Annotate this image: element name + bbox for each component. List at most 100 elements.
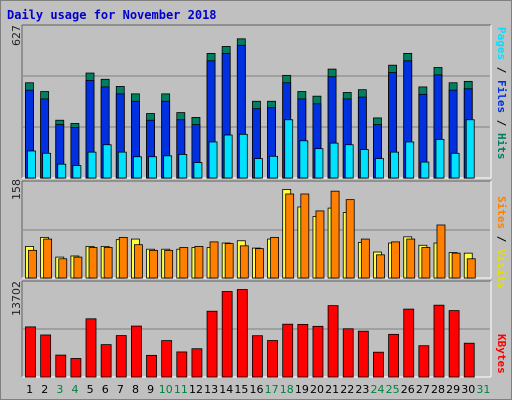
day-label: 15 xyxy=(234,383,248,396)
day-label: 26 xyxy=(401,383,415,396)
day-label: 12 xyxy=(189,383,203,396)
pages-bar xyxy=(329,142,339,179)
day-label: 8 xyxy=(132,383,139,396)
kbytes-bar xyxy=(85,318,97,378)
kbytes-bar xyxy=(373,351,384,378)
kbytes-bar xyxy=(40,334,52,378)
pages-bar xyxy=(450,152,460,179)
day-label: 5 xyxy=(87,383,94,396)
day-label: 1 xyxy=(26,383,33,396)
sites-bar xyxy=(285,193,295,279)
sites-bar xyxy=(315,210,325,279)
sites-bar xyxy=(43,238,53,279)
pages-bar xyxy=(117,151,127,179)
pages-bar xyxy=(390,151,399,179)
day-label: 20 xyxy=(310,383,324,396)
pages-bar xyxy=(314,148,324,179)
sites-bar xyxy=(73,256,83,279)
day-label: 31 xyxy=(476,383,490,396)
sites-bar xyxy=(300,193,310,279)
sites-bar xyxy=(451,252,461,279)
sites-bar xyxy=(406,238,416,279)
sites-bar xyxy=(239,245,249,279)
pages-bar xyxy=(269,155,278,179)
day-label: 6 xyxy=(102,383,109,396)
sites-bar xyxy=(330,190,340,279)
sites-bar xyxy=(436,224,446,279)
kbytes-bar xyxy=(221,291,233,378)
day-label: 22 xyxy=(340,383,354,396)
sites-bar xyxy=(466,258,476,279)
sites-bar xyxy=(376,254,385,279)
day-label: 11 xyxy=(174,383,188,396)
sites-bar xyxy=(118,236,128,279)
kbytes-bar xyxy=(100,344,112,378)
pages-bar xyxy=(193,162,203,179)
day-label: 21 xyxy=(325,383,339,396)
pages-bar xyxy=(375,158,384,179)
sites-bar xyxy=(345,199,355,279)
day-label: 24 xyxy=(371,383,385,396)
pages-bar xyxy=(238,133,248,179)
pages-bar xyxy=(344,144,354,179)
day-label: 10 xyxy=(159,383,173,396)
kbytes-bar xyxy=(115,335,127,378)
day-label: 2 xyxy=(41,383,48,396)
pages-bar xyxy=(87,151,97,179)
kbytes-bar xyxy=(267,340,278,378)
kbytes-bar xyxy=(342,328,354,378)
pages-bar xyxy=(163,155,173,179)
kbytes-bar xyxy=(312,325,324,378)
day-label: 23 xyxy=(355,383,369,396)
kbytes-bar xyxy=(176,351,188,378)
sites-bar xyxy=(28,249,37,279)
kbytes-bar xyxy=(131,325,142,378)
kbytes-bar xyxy=(252,335,263,378)
sites-bar xyxy=(360,238,370,279)
sites-bar xyxy=(179,247,189,279)
kbytes-bar xyxy=(463,342,475,378)
kbytes-bar xyxy=(327,305,339,378)
sites-bar xyxy=(103,247,113,279)
kbytes-bar xyxy=(161,340,173,378)
kbytes-bar xyxy=(297,323,309,378)
day-label: 18 xyxy=(280,383,294,396)
kbytes-bar xyxy=(206,310,218,378)
sites-bar xyxy=(270,236,279,279)
sites-bar xyxy=(194,245,204,279)
sites-bar xyxy=(149,249,158,279)
day-label: 19 xyxy=(295,383,309,396)
pages-bar xyxy=(420,161,430,179)
kbytes-bar xyxy=(418,345,430,378)
kbytes-bar xyxy=(388,333,399,378)
sites-bar xyxy=(209,241,219,279)
day-label: 9 xyxy=(147,383,154,396)
pages-bar xyxy=(254,158,263,179)
pages-bar xyxy=(223,134,233,179)
pages-bar xyxy=(405,141,415,179)
pages-bar xyxy=(57,163,67,179)
chart-title: Daily usage for November 2018 xyxy=(7,8,217,22)
pages-bar xyxy=(208,141,218,179)
pages-bar xyxy=(148,156,157,179)
pages-bar xyxy=(27,150,36,179)
sites-bar xyxy=(58,258,68,279)
kbytes-bar xyxy=(357,330,369,378)
day-label: 7 xyxy=(117,383,124,396)
day-label: 27 xyxy=(416,383,430,396)
day-label: 4 xyxy=(71,383,78,396)
pages-bar xyxy=(102,144,112,179)
sites-bar xyxy=(134,244,143,279)
pages-bar xyxy=(299,140,309,179)
pages-bar xyxy=(359,149,369,179)
kbytes-bar xyxy=(70,358,82,378)
kbytes-bar xyxy=(236,289,248,378)
pages-bar xyxy=(42,152,52,179)
pages-bar xyxy=(465,119,475,179)
kbytes-bar xyxy=(448,310,460,378)
day-label: 29 xyxy=(446,383,460,396)
pages-bar xyxy=(284,119,294,179)
pages-bar xyxy=(133,156,142,179)
kbytes-bar xyxy=(146,354,157,378)
